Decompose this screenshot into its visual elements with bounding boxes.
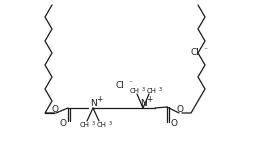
Text: O: O: [60, 119, 66, 127]
Text: CH: CH: [97, 122, 107, 128]
Text: 3: 3: [109, 121, 112, 126]
Text: N: N: [91, 99, 97, 108]
Text: Cl: Cl: [115, 80, 124, 90]
Text: CH: CH: [80, 122, 90, 128]
Text: CH: CH: [130, 88, 140, 94]
Text: 3: 3: [159, 87, 162, 92]
Text: +: +: [96, 95, 102, 104]
Text: 3: 3: [92, 121, 95, 126]
Text: O: O: [52, 106, 59, 114]
Text: CH: CH: [147, 88, 157, 94]
Text: O: O: [177, 106, 184, 114]
Text: O: O: [171, 119, 177, 127]
Text: ⁻: ⁻: [128, 78, 132, 87]
Text: Cl: Cl: [190, 47, 200, 56]
Text: 3: 3: [142, 87, 145, 92]
Text: N: N: [141, 99, 147, 108]
Text: ⁻: ⁻: [203, 45, 207, 54]
Text: +: +: [146, 95, 152, 104]
